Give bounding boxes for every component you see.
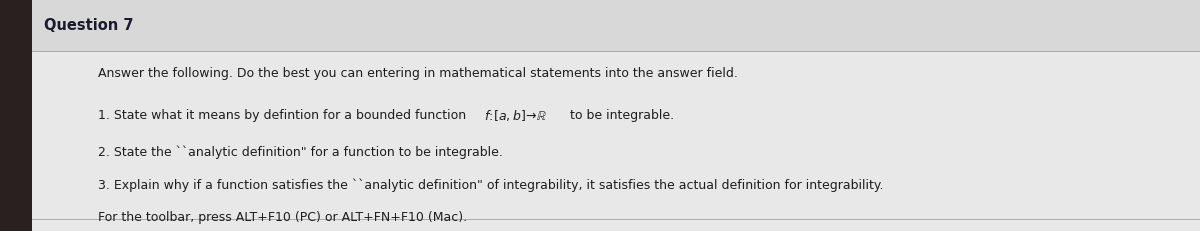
Text: For the toolbar, press ALT+F10 (PC) or ALT+FN+F10 (Mac).: For the toolbar, press ALT+F10 (PC) or A… bbox=[98, 211, 468, 224]
Text: 1. State what it means by defintion for a bounded function: 1. State what it means by defintion for … bbox=[98, 109, 470, 122]
Text: Question 7: Question 7 bbox=[44, 18, 134, 33]
Text: $\mathit{f}\!:\![a,b]\!\rightarrow\!\mathbb{R}$: $\mathit{f}\!:\![a,b]\!\rightarrow\!\mat… bbox=[485, 108, 547, 123]
Text: 2. State the ``analytic definition" for a function to be integrable.: 2. State the ``analytic definition" for … bbox=[98, 146, 503, 159]
Bar bbox=[32, 0, 1200, 51]
Text: Answer the following. Do the best you can entering in mathematical statements in: Answer the following. Do the best you ca… bbox=[98, 67, 738, 80]
Text: to be integrable.: to be integrable. bbox=[566, 109, 674, 122]
Bar bbox=[0, 0, 32, 231]
Bar bbox=[32, 51, 1200, 231]
Text: 3. Explain why if a function satisfies the ``analytic definition" of integrabili: 3. Explain why if a function satisfies t… bbox=[98, 178, 884, 191]
